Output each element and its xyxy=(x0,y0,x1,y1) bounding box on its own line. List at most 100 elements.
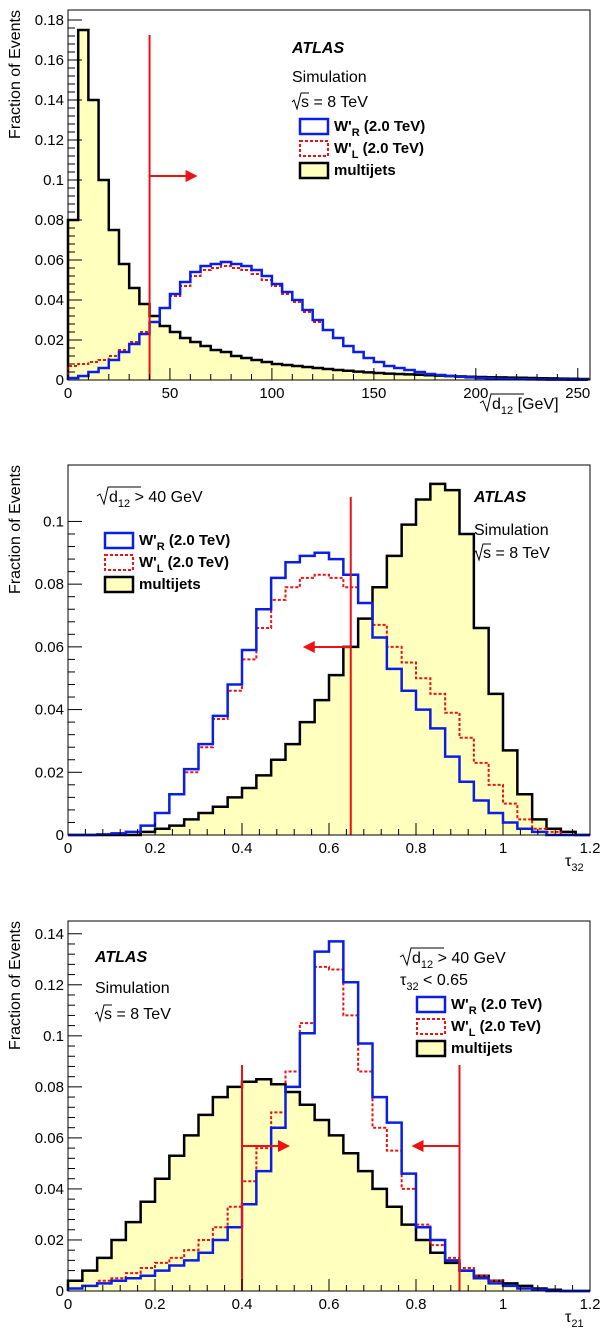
y-tick-label: 0 xyxy=(56,1283,64,1300)
simulation-label: Simulation xyxy=(95,980,170,997)
text-run: d12 > 40 GeV xyxy=(109,489,203,510)
multijets-fill xyxy=(68,30,588,380)
simulation-label: Simulation xyxy=(292,69,367,86)
multijets-histogram xyxy=(68,482,590,837)
legend: W'R (2.0 TeV)W'L (2.0 TeV)multijets xyxy=(103,531,230,594)
y-tick-label: 0.06 xyxy=(35,1130,64,1147)
text-run: τ21 xyxy=(565,1309,584,1330)
text-run: multijets xyxy=(334,162,396,179)
wr-histogram xyxy=(68,551,590,837)
legend-swatch-wl xyxy=(104,554,134,571)
wr-histogram xyxy=(66,940,590,1293)
y-tick-label: 0.04 xyxy=(35,1181,64,1198)
sqrt-sign xyxy=(291,92,309,111)
text-run: d12 > 40 GeV xyxy=(412,950,506,971)
legend-label: multijets xyxy=(451,1040,513,1057)
x-tick-label: 1 xyxy=(499,840,507,857)
legend-label: W'R (2.0 TeV) xyxy=(334,118,425,139)
energy-label: s = 8 TeV xyxy=(94,1004,171,1023)
legend-swatch-wr xyxy=(298,117,330,136)
text-run: τ32 xyxy=(565,853,584,874)
x-tick-label: 0 xyxy=(64,840,72,857)
legend: W'R (2.0 TeV)W'L (2.0 TeV)multijets xyxy=(298,117,425,180)
x-axis-label: τ32 xyxy=(565,853,584,874)
x-tick-label: 150 xyxy=(361,385,386,402)
multijets-fill xyxy=(68,1079,590,1291)
multijets-histogram xyxy=(66,28,590,381)
energy-text: s = 8 TeV xyxy=(104,1006,171,1023)
text-run: multijets xyxy=(139,576,201,593)
legend-swatch-wr xyxy=(415,995,447,1014)
chart-panel-3: 0 0.02 0.04 0.06 0.08 0.1 0.12 0.14 0 0.2 0.4 0.6 0.… xyxy=(7,920,600,1330)
y-tick-label: 0.06 xyxy=(35,639,64,656)
x-tick-label: 0.8 xyxy=(406,1296,427,1313)
y-tick-label: 0 xyxy=(56,827,64,844)
legend-label: W'R (2.0 TeV) xyxy=(139,532,230,553)
chart-panel-2: 0 0.02 0.04 0.06 0.08 0.1 0 0.2 0.4 0.6 0.8 1 1.2 Fra… xyxy=(7,464,601,874)
sqrt-sign xyxy=(399,947,444,967)
energy-text: s = 8 TeV xyxy=(301,94,368,111)
cut-arrow-head xyxy=(302,641,315,653)
legend-label: multijets xyxy=(334,162,396,179)
cut-arrow-head xyxy=(411,1140,424,1152)
y-tick-label: 0.02 xyxy=(35,1232,64,1249)
atlas-label: ATLAS xyxy=(291,40,344,57)
y-axis-label: Fraction of Events xyxy=(7,10,24,139)
x-tick-label: 0.4 xyxy=(232,840,253,857)
x-tick-label: 0.2 xyxy=(145,840,166,857)
legend-label: multijets xyxy=(139,576,201,593)
multijets-fill xyxy=(68,483,590,835)
y-tick-label: 0.08 xyxy=(35,1079,64,1096)
sqrt-sign xyxy=(473,543,491,562)
atlas-label: ATLAS xyxy=(473,489,526,506)
text-run: W'L (2.0 TeV) xyxy=(334,140,424,161)
y-tick-label: 0.02 xyxy=(35,764,64,781)
cut-text-2: τ32 < 0.65 xyxy=(400,972,468,993)
y-tick-label: 0.04 xyxy=(35,292,64,309)
x-tick-label: 1 xyxy=(499,1296,507,1313)
y-tick-label: 0.08 xyxy=(35,212,64,229)
plot-frame xyxy=(67,9,591,381)
text-run: τ32 < 0.65 xyxy=(400,972,468,993)
sqrt-sign xyxy=(479,393,524,413)
x-tick-label: 0.6 xyxy=(319,840,340,857)
legend-label: W'L (2.0 TeV) xyxy=(334,140,424,161)
energy-label: s = 8 TeV xyxy=(291,92,368,111)
x-tick-label: 100 xyxy=(259,385,284,402)
y-tick-label: 0.08 xyxy=(35,576,64,593)
chart-panel-1: 0 0.02 0.04 0.06 0.08 0.1 0.12 0.14 0.16 0.18 0 50 1… xyxy=(7,9,591,417)
x-tick-label: 0.4 xyxy=(232,1296,253,1313)
text-run: W'R (2.0 TeV) xyxy=(451,996,542,1017)
x-tick-label: 1.2 xyxy=(580,840,601,857)
legend-label: W'L (2.0 TeV) xyxy=(451,1018,541,1039)
simulation-label: Simulation xyxy=(474,522,549,539)
y-tick-label: 0.16 xyxy=(35,52,64,69)
sqrt-sign xyxy=(94,1004,112,1023)
cut-text: d12 > 40 GeV xyxy=(96,486,203,510)
y-tick-label: 0.12 xyxy=(35,132,64,149)
y-tick-label: 0.02 xyxy=(35,332,64,349)
x-tick-label: 0 xyxy=(64,1296,72,1313)
y-tick-label: 0.12 xyxy=(35,977,64,994)
y-tick-label: 0.1 xyxy=(43,1028,64,1045)
x-tick-label: 250 xyxy=(565,385,590,402)
legend-label: W'R (2.0 TeV) xyxy=(451,996,542,1017)
legend-swatch-wr xyxy=(103,531,135,550)
legend-swatch-multijets xyxy=(415,1039,447,1058)
cut-text: d12 > 40 GeV xyxy=(399,947,506,971)
legend-swatch-wl xyxy=(416,1018,446,1035)
y-tick-label: 0.1 xyxy=(43,172,64,189)
energy-label: s = 8 TeV xyxy=(473,543,550,562)
x-tick-label: 0.6 xyxy=(319,1296,340,1313)
x-tick-label: 0.8 xyxy=(406,840,427,857)
legend-swatch-multijets xyxy=(298,161,330,180)
y-tick-label: 0.14 xyxy=(35,92,64,109)
y-tick-label: 0.06 xyxy=(35,252,64,269)
sqrt-sign xyxy=(96,486,141,506)
text-run: multijets xyxy=(451,1040,513,1057)
text-run: W'R (2.0 TeV) xyxy=(334,118,425,139)
text-run: W'L (2.0 TeV) xyxy=(451,1018,541,1039)
cut-arrow-head xyxy=(278,1140,290,1152)
x-tick-label: 0.2 xyxy=(145,1296,166,1313)
